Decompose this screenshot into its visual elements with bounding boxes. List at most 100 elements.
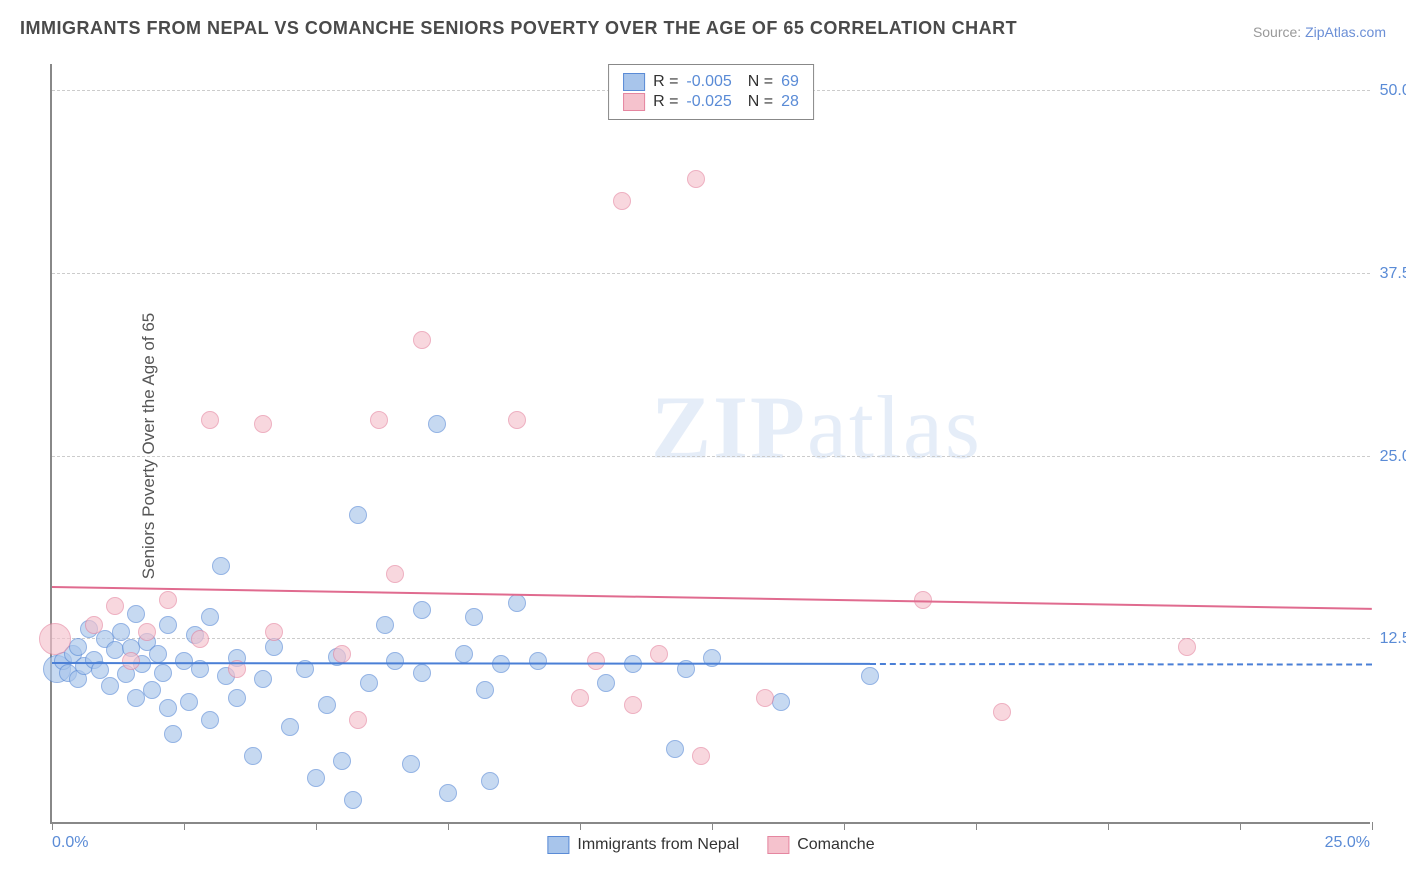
n-value-1: 69 <box>781 73 799 91</box>
data-point <box>154 664 172 682</box>
data-point <box>180 693 198 711</box>
x-tick <box>976 822 977 830</box>
correlation-chart: IMMIGRANTS FROM NEPAL VS COMANCHE SENIOR… <box>0 0 1406 892</box>
legend-swatch-2 <box>767 836 789 854</box>
n-value-2: 28 <box>781 93 799 111</box>
x-tick <box>1372 822 1373 830</box>
data-point <box>413 664 431 682</box>
data-point <box>529 652 547 670</box>
data-point <box>413 601 431 619</box>
data-point <box>386 652 404 670</box>
gridline <box>52 273 1370 274</box>
data-point <box>333 752 351 770</box>
data-point <box>666 740 684 758</box>
legend-label-1: Immigrants from Nepal <box>577 836 739 854</box>
series-legend: Immigrants from Nepal Comanche <box>547 836 874 854</box>
r-value-1: -0.005 <box>686 73 731 91</box>
data-point <box>254 415 272 433</box>
data-point <box>69 638 87 656</box>
data-point <box>106 597 124 615</box>
data-point <box>228 689 246 707</box>
trend-line-dashed <box>870 663 1372 666</box>
data-point <box>143 681 161 699</box>
data-point <box>265 623 283 641</box>
data-point <box>254 670 272 688</box>
plot-area: ZIPatlas R = -0.005 N = 69 R = -0.025 N … <box>50 64 1370 824</box>
data-point <box>993 703 1011 721</box>
data-point <box>191 630 209 648</box>
data-point <box>360 674 378 692</box>
data-point <box>386 565 404 583</box>
x-tick <box>1240 822 1241 830</box>
x-tick <box>316 822 317 830</box>
data-point <box>465 608 483 626</box>
data-point <box>349 711 367 729</box>
data-point <box>349 506 367 524</box>
data-point <box>1178 638 1196 656</box>
data-point <box>650 645 668 663</box>
data-point <box>138 623 156 641</box>
data-point <box>370 411 388 429</box>
x-max-label: 25.0% <box>1325 834 1370 852</box>
data-point <box>455 645 473 663</box>
stats-row-1: R = -0.005 N = 69 <box>623 73 799 91</box>
x-tick <box>712 822 713 830</box>
data-point <box>772 693 790 711</box>
source-link[interactable]: ZipAtlas.com <box>1305 24 1386 40</box>
legend-label-2: Comanche <box>797 836 874 854</box>
source-label: Source: <box>1253 24 1301 40</box>
data-point <box>159 699 177 717</box>
y-tick-label: 12.5% <box>1380 630 1406 648</box>
watermark: ZIPatlas <box>651 376 982 479</box>
data-point <box>428 415 446 433</box>
stats-legend: R = -0.005 N = 69 R = -0.025 N = 28 <box>608 64 814 120</box>
chart-title: IMMIGRANTS FROM NEPAL VS COMANCHE SENIOR… <box>20 18 1017 39</box>
data-point <box>281 718 299 736</box>
swatch-series-2 <box>623 93 645 111</box>
data-point <box>127 605 145 623</box>
data-point <box>201 608 219 626</box>
x-tick <box>1108 822 1109 830</box>
data-point <box>624 696 642 714</box>
data-point <box>481 772 499 790</box>
data-point <box>344 791 362 809</box>
data-point <box>402 755 420 773</box>
x-tick <box>448 822 449 830</box>
data-point <box>613 192 631 210</box>
data-point <box>476 681 494 699</box>
x-min-label: 0.0% <box>52 834 88 852</box>
data-point <box>508 411 526 429</box>
data-point <box>587 652 605 670</box>
x-tick <box>52 822 53 830</box>
data-point <box>861 667 879 685</box>
data-point <box>201 711 219 729</box>
y-tick-label: 37.5% <box>1380 265 1406 283</box>
data-point <box>376 616 394 634</box>
data-point <box>692 747 710 765</box>
data-point <box>159 591 177 609</box>
gridline <box>52 456 1370 457</box>
y-tick-label: 25.0% <box>1380 448 1406 466</box>
source-attribution: Source: ZipAtlas.com <box>1253 24 1386 40</box>
data-point <box>244 747 262 765</box>
swatch-series-1 <box>623 73 645 91</box>
data-point <box>439 784 457 802</box>
data-point <box>571 689 589 707</box>
y-tick-label: 50.0% <box>1380 82 1406 100</box>
stats-row-2: R = -0.025 N = 28 <box>623 93 799 111</box>
data-point <box>112 623 130 641</box>
watermark-rest: atlas <box>807 378 982 477</box>
data-point <box>101 677 119 695</box>
data-point <box>85 616 103 634</box>
data-point <box>687 170 705 188</box>
data-point <box>318 696 336 714</box>
x-tick <box>844 822 845 830</box>
watermark-bold: ZIP <box>651 378 807 477</box>
data-point <box>413 331 431 349</box>
x-tick <box>580 822 581 830</box>
data-point <box>333 645 351 663</box>
legend-swatch-1 <box>547 836 569 854</box>
data-point <box>149 645 167 663</box>
legend-item-1: Immigrants from Nepal <box>547 836 739 854</box>
gridline <box>52 638 1370 639</box>
